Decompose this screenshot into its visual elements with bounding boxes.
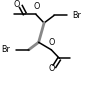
Text: O: O (33, 2, 40, 11)
Text: O: O (14, 0, 20, 9)
Text: O: O (48, 64, 54, 73)
Text: Br: Br (72, 11, 81, 20)
Text: O: O (49, 38, 55, 47)
Text: Br: Br (2, 45, 11, 54)
